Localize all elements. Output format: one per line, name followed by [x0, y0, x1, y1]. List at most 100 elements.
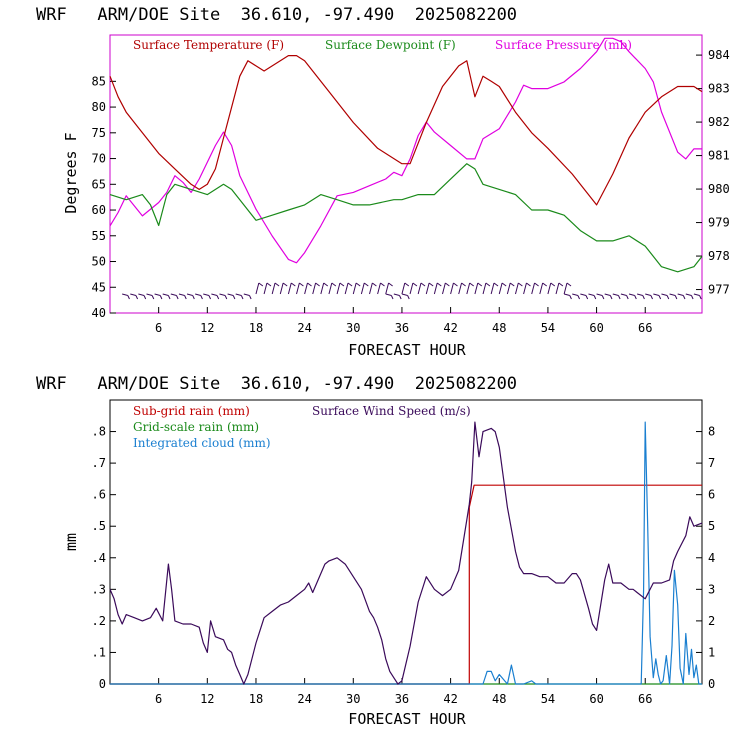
wind-barb-flag: [159, 295, 163, 300]
wind-barb: [474, 282, 479, 295]
wind-barb-flag: [176, 295, 179, 300]
y-tick-label: 80: [92, 100, 106, 114]
wind-barb: [279, 282, 284, 295]
wind-barb-flag: [626, 295, 629, 300]
wind-barb-flag: [404, 282, 410, 287]
wind-barb-flag: [436, 282, 442, 287]
y-tick-label: .3: [92, 582, 106, 596]
wind-barb: [669, 293, 676, 296]
bottom-x-ticks: 6 12 18 24 30 36 42 48 54 60 66: [155, 678, 652, 706]
top-chart-title: WRF ARM/DOE Site 36.610, -97.490 2025082…: [36, 5, 517, 25]
top-series-lines: [109, 37, 703, 273]
wind-barb: [312, 282, 317, 295]
wind-barb: [409, 282, 414, 295]
integrated-cloud-line: [110, 421, 702, 685]
wind-barb: [138, 293, 145, 296]
x-tick-label: 36: [395, 692, 409, 706]
wind-barb-flag: [518, 282, 523, 287]
legend-temperature: Surface Temperature (F): [133, 38, 284, 52]
wind-barb: [219, 293, 226, 296]
y-tick-label: .4: [92, 551, 106, 565]
x-tick-label: 42: [443, 321, 457, 335]
wind-barb: [490, 282, 495, 295]
wind-barbs: [122, 282, 702, 300]
bottom-series-lines: [109, 421, 703, 685]
bottom-x-axis-label: FORECAST HOUR: [348, 710, 466, 728]
y2-tick-label: 977: [708, 283, 730, 297]
wind-barb-flag: [412, 282, 418, 287]
wind-barb-flag: [388, 282, 393, 287]
wind-barb-flag: [299, 282, 304, 287]
y2-tick-label: 7: [708, 456, 715, 470]
x-tick-label: 24: [297, 321, 311, 335]
legend-subgrid-rain: Sub-grid rain (mm): [133, 404, 250, 418]
y-tick-label: 75: [92, 126, 106, 140]
wind-barb-flag: [282, 282, 288, 287]
wind-barb: [653, 293, 660, 296]
wind-barb-flag: [477, 282, 483, 287]
x-tick-label: 12: [200, 321, 214, 335]
wind-barb: [352, 282, 357, 295]
wind-barb-flag: [461, 282, 466, 287]
wind-barb-flag: [184, 295, 187, 300]
legend-wind-speed: Surface Wind Speed (m/s): [312, 404, 471, 418]
y2-tick-label: 0: [708, 677, 715, 691]
wind-barb-flag: [650, 295, 653, 300]
top-x-ticks: 6 12 18 24 30 36 42 48 54 60 66: [155, 307, 652, 335]
top-y-axis-label: Degrees F: [62, 132, 80, 213]
x-tick-label: 54: [541, 692, 555, 706]
bottom-chart-title: WRF ARM/DOE Site 36.610, -97.490 2025082…: [36, 374, 517, 394]
wind-barb-flag: [363, 282, 369, 287]
wind-barb: [555, 282, 560, 295]
wind-barb: [130, 293, 137, 296]
x-tick-label: 60: [589, 321, 603, 335]
wind-barb: [195, 293, 201, 296]
wind-barb: [360, 282, 365, 295]
wind-barb-flag: [407, 295, 410, 300]
wind-barb: [186, 293, 193, 296]
x-tick-label: 36: [395, 321, 409, 335]
wind-barb-flag: [420, 282, 426, 287]
wind-barb-flag: [501, 282, 507, 287]
top-y2-ticks: 977 978 979 980 981 982 983 984: [696, 48, 730, 297]
wind-barb-flag: [566, 282, 572, 287]
legend-integrated-cloud: Integrated cloud (mm): [133, 436, 271, 450]
dewpoint-line: [109, 163, 703, 273]
wind-barb: [620, 293, 627, 296]
wind-barb-flag: [290, 282, 296, 287]
x-tick-label: 6: [155, 321, 162, 335]
wind-barb-flag: [224, 295, 228, 300]
wind-speed-line: [109, 421, 703, 685]
y-tick-label: .1: [92, 645, 106, 659]
wind-barb-flag: [331, 282, 337, 287]
wind-barb: [203, 293, 210, 296]
wind-barb-flag: [666, 295, 670, 300]
wind-barb-flag: [682, 295, 686, 300]
wind-barb: [563, 282, 568, 295]
y-tick-label: .7: [92, 456, 106, 470]
y2-tick-label: 983: [708, 82, 730, 96]
wind-barb-flag: [266, 282, 272, 287]
y2-tick-label: 4: [708, 551, 715, 565]
temperature-line: [109, 54, 703, 206]
wind-barb-flag: [216, 295, 220, 300]
wind-barb-flag: [585, 295, 589, 300]
wind-barb-flag: [249, 295, 252, 300]
wind-barb: [628, 293, 635, 296]
wind-barb: [596, 293, 603, 296]
wind-barb: [122, 293, 128, 296]
wind-barb: [482, 282, 487, 295]
y-tick-label: 40: [92, 306, 106, 320]
wind-barb: [154, 293, 161, 296]
top-plot-frame: [109, 34, 703, 314]
wind-barb: [344, 282, 349, 295]
wind-barb: [377, 282, 381, 295]
wind-barb: [320, 282, 325, 295]
x-tick-label: 66: [638, 692, 652, 706]
wind-barb-flag: [699, 295, 702, 300]
x-tick-label: 30: [346, 692, 360, 706]
wind-barb: [162, 293, 169, 296]
wind-barb-flag: [208, 295, 212, 300]
wind-barb-flag: [167, 295, 171, 300]
wind-barb-flag: [355, 282, 361, 287]
